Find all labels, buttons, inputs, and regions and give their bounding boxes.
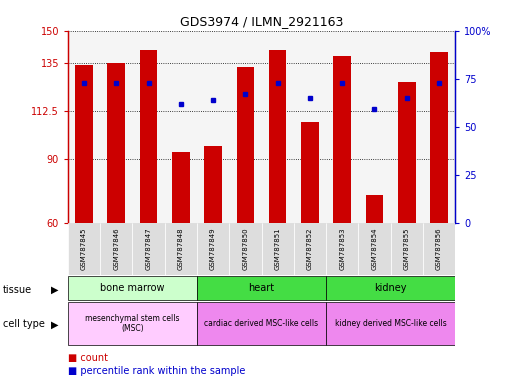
Bar (366, 195, 383, 223)
Text: GSM787854: GSM787854 (371, 227, 378, 270)
Text: ■ percentile rank within the sample: ■ percentile rank within the sample (68, 366, 245, 376)
Bar (204, 146, 222, 223)
Text: heart: heart (248, 283, 275, 293)
Bar (140, 50, 157, 223)
FancyBboxPatch shape (68, 276, 197, 300)
Title: GDS3974 / ILMN_2921163: GDS3974 / ILMN_2921163 (180, 15, 343, 28)
Text: GSM787849: GSM787849 (210, 227, 216, 270)
Text: GSM787848: GSM787848 (178, 227, 184, 270)
Text: mesenchymal stem cells
(MSC): mesenchymal stem cells (MSC) (85, 314, 180, 333)
FancyBboxPatch shape (197, 302, 326, 345)
Text: kidney derived MSC-like cells: kidney derived MSC-like cells (335, 319, 447, 328)
FancyBboxPatch shape (326, 223, 358, 275)
FancyBboxPatch shape (391, 223, 423, 275)
Bar (172, 152, 190, 223)
Text: tissue: tissue (3, 285, 32, 295)
FancyBboxPatch shape (358, 223, 391, 275)
FancyBboxPatch shape (423, 223, 455, 275)
Text: GSM787851: GSM787851 (275, 227, 281, 270)
FancyBboxPatch shape (294, 223, 326, 275)
FancyBboxPatch shape (68, 302, 197, 345)
FancyBboxPatch shape (165, 223, 197, 275)
Text: GSM787847: GSM787847 (145, 227, 152, 270)
FancyBboxPatch shape (197, 276, 326, 300)
Bar (430, 52, 448, 223)
Text: kidney: kidney (374, 283, 407, 293)
FancyBboxPatch shape (262, 223, 294, 275)
FancyBboxPatch shape (197, 223, 229, 275)
Text: cardiac derived MSC-like cells: cardiac derived MSC-like cells (204, 319, 319, 328)
Bar (236, 67, 254, 223)
Text: GSM787853: GSM787853 (339, 227, 345, 270)
Bar (108, 63, 125, 223)
Bar (398, 82, 415, 223)
Text: ▶: ▶ (51, 285, 59, 295)
Text: bone marrow: bone marrow (100, 283, 165, 293)
Bar (333, 56, 351, 223)
Text: GSM787855: GSM787855 (404, 227, 410, 270)
FancyBboxPatch shape (100, 223, 132, 275)
FancyBboxPatch shape (132, 223, 165, 275)
Text: ■ count: ■ count (68, 353, 108, 363)
Text: GSM787850: GSM787850 (242, 227, 248, 270)
FancyBboxPatch shape (229, 223, 262, 275)
Text: GSM787856: GSM787856 (436, 227, 442, 270)
Text: GSM787852: GSM787852 (307, 227, 313, 270)
Text: cell type: cell type (3, 319, 44, 329)
FancyBboxPatch shape (68, 223, 100, 275)
FancyBboxPatch shape (326, 276, 455, 300)
Text: GSM787846: GSM787846 (113, 227, 119, 270)
FancyBboxPatch shape (326, 302, 455, 345)
Bar (269, 50, 287, 223)
Text: ▶: ▶ (51, 319, 59, 329)
Text: GSM787845: GSM787845 (81, 227, 87, 270)
Bar (75, 65, 93, 223)
Bar (301, 122, 319, 223)
